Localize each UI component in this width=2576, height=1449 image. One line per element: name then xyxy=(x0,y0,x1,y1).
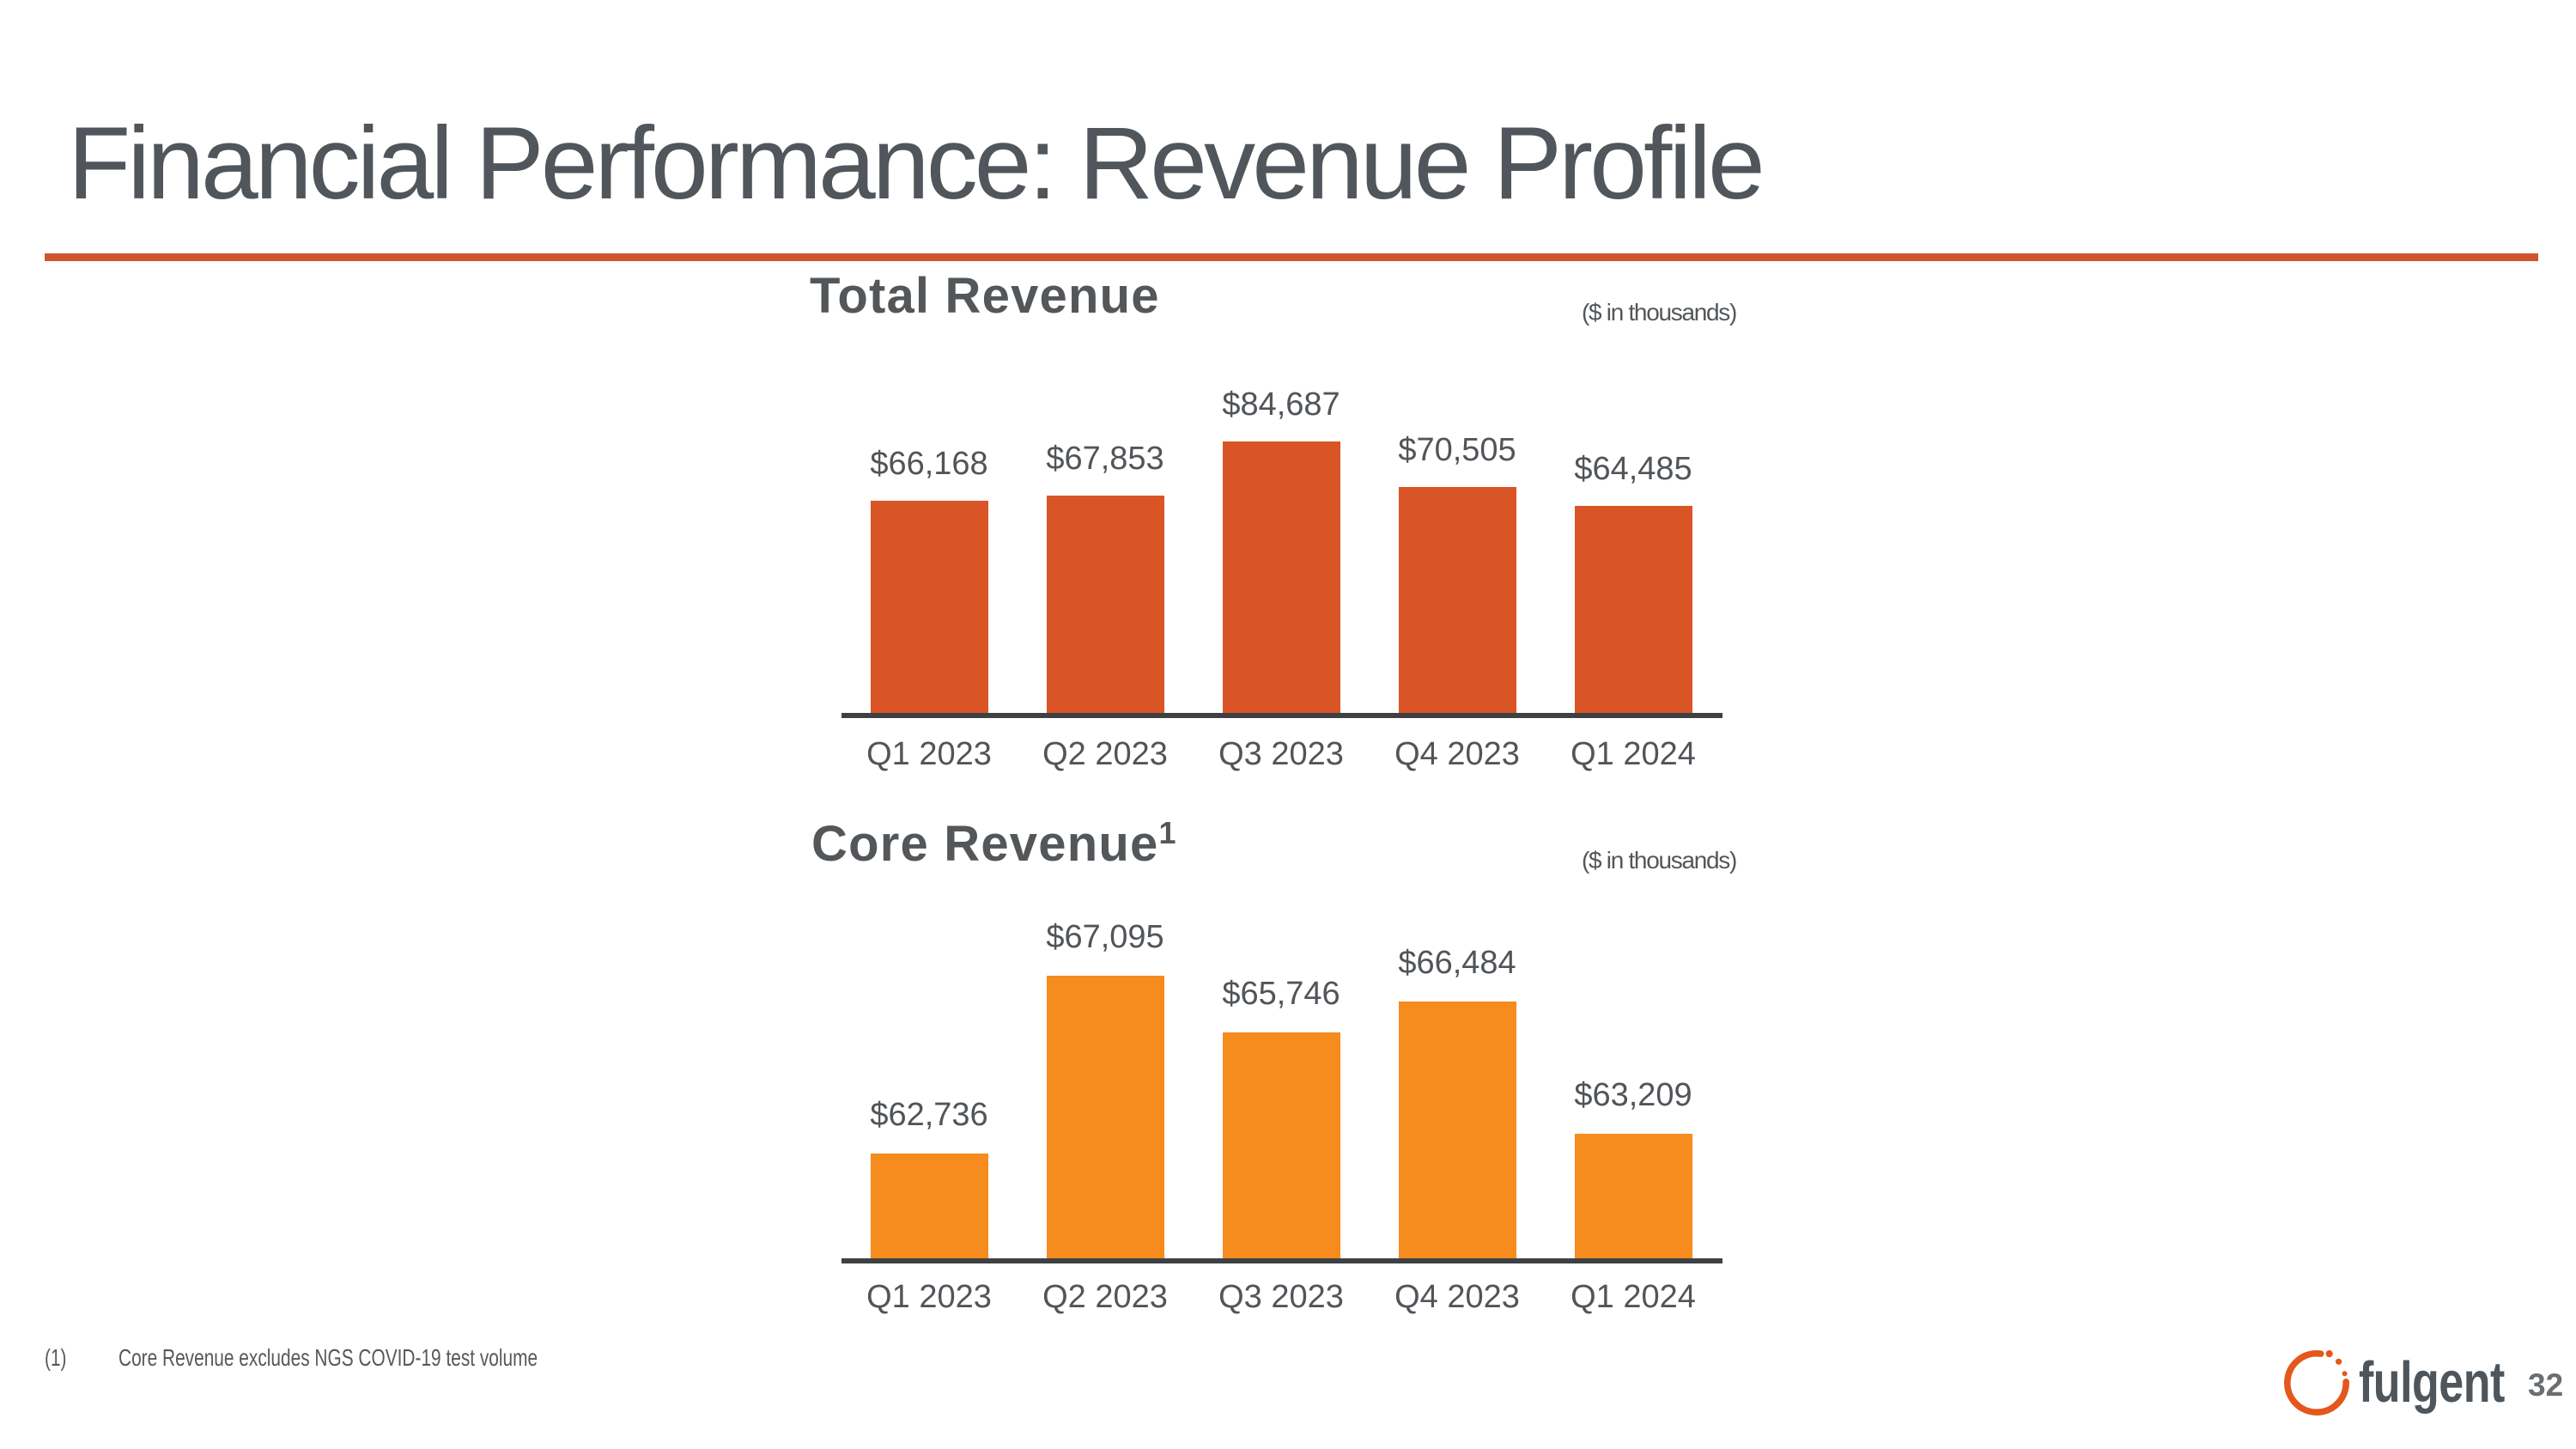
svg-text:fulgent: fulgent xyxy=(2359,1350,2505,1415)
